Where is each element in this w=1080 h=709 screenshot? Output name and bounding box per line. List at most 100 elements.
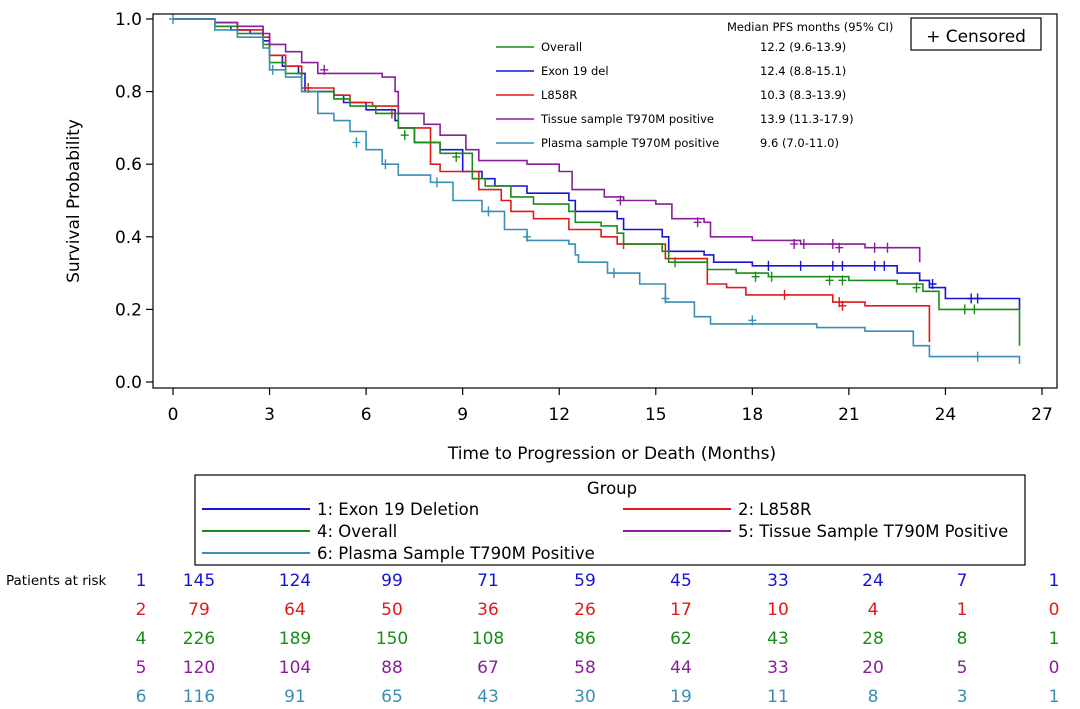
axes: 0 3 6 9 12 15 18 21 24 27 0.0 0.2 0.4 0.6 0.8 1.0 Time t… — [64, 10, 1058, 464]
censor-mark-4-6 — [838, 275, 847, 286]
risk-cell-2-3: 36 — [477, 600, 499, 620]
censor-mark-4-5 — [825, 275, 834, 286]
risk-group-5: 5 — [136, 658, 147, 678]
censor-mark-1-4 — [870, 260, 879, 271]
series-line-6 — [173, 18, 1021, 364]
y-tick-label-3: 0.6 — [115, 155, 142, 175]
risk-cell-5-4: 58 — [574, 658, 596, 678]
x-tick-label-3: 3 — [264, 405, 275, 425]
risk-cell-6-6: 11 — [767, 687, 789, 707]
risk-cell-2-4: 26 — [574, 600, 596, 620]
censor-mark-1-2 — [828, 260, 837, 271]
risk-cell-4-2: 150 — [376, 629, 408, 649]
censor-mark-1-0 — [764, 260, 773, 271]
risk-cell-1-6: 33 — [767, 571, 789, 591]
series-line-2 — [173, 18, 931, 343]
risk-cell-1-3: 71 — [477, 571, 499, 591]
censored-legend-box: + Censored — [910, 17, 1042, 51]
x-tick-label-9: 9 — [457, 405, 468, 425]
median-pfs-legend: Median PFS months (95% CI) Overall 12.2 (9… — [496, 20, 893, 150]
risk-cell-2-7: 4 — [868, 600, 879, 620]
censor-mark-2-3 — [780, 289, 789, 300]
inset-value-4: 9.6 (7.0-11.0) — [760, 136, 839, 150]
series-line-5 — [173, 18, 921, 263]
risk-cell-5-7: 20 — [862, 658, 884, 678]
risk-group-6: 6 — [136, 687, 147, 707]
censor-mark-5-6 — [835, 242, 844, 253]
risk-cell-1-1: 124 — [279, 571, 311, 591]
censor-mark-4-9 — [970, 304, 979, 315]
risk-cell-6-3: 43 — [477, 687, 499, 707]
censor-mark-5-2 — [693, 217, 702, 228]
risk-cell-6-7: 8 — [868, 687, 879, 707]
risk-cell-2-0: 79 — [188, 600, 210, 620]
risk-table: Patients at risk 1 145 124 99 71 59 45 33 24 7 12 79… — [6, 571, 1059, 707]
x-tick-label-12: 12 — [548, 405, 570, 425]
risk-cell-4-7: 28 — [862, 629, 884, 649]
censor-mark-6-1 — [268, 64, 277, 75]
risk-cell-1-5: 45 — [670, 571, 692, 591]
risk-cell-5-6: 33 — [767, 658, 789, 678]
inset-label-1: Exon 19 del — [541, 64, 609, 78]
y-tick-label-0: 0.0 — [115, 373, 142, 393]
group-label-2: 4: Overall — [317, 522, 397, 541]
risk-table-title: Patients at risk — [6, 573, 107, 589]
x-tick-label-27: 27 — [1031, 405, 1053, 425]
censor-mark-6-7 — [609, 268, 618, 279]
risk-group-1: 1 — [136, 571, 147, 591]
censor-mark-5-0 — [320, 64, 329, 75]
risk-cell-6-1: 91 — [284, 687, 306, 707]
inset-label-2: L858R — [541, 88, 577, 102]
y-tick-label-2: 0.4 — [115, 228, 142, 248]
risk-cell-4-5: 62 — [670, 629, 692, 649]
censor-mark-1-3 — [838, 260, 847, 271]
censor-mark-5-4 — [799, 239, 808, 250]
y-tick-label-5: 1.0 — [115, 10, 142, 30]
censor-mark-6-4 — [432, 177, 441, 188]
inset-label-0: Overall — [541, 40, 582, 54]
censor-mark-4-1 — [452, 151, 461, 162]
risk-cell-6-0: 116 — [183, 687, 215, 707]
censor-mark-1-5 — [880, 260, 889, 271]
risk-cell-1-0: 145 — [183, 571, 215, 591]
censor-mark-4-7 — [912, 282, 921, 293]
censor-mark-6-2 — [352, 137, 361, 148]
censored-legend-label: + Censored — [926, 27, 1026, 47]
risk-cell-1-2: 99 — [381, 571, 403, 591]
risk-cell-4-9: 1 — [1049, 629, 1060, 649]
censor-mark-1-6 — [928, 278, 937, 289]
risk-group-2: 2 — [136, 600, 147, 620]
censor-mark-4-2 — [671, 257, 680, 268]
risk-cell-2-2: 50 — [381, 600, 403, 620]
risk-cell-6-5: 19 — [670, 687, 692, 707]
y-axis-title: Survival Probability — [64, 119, 84, 283]
censor-mark-6-8 — [661, 293, 670, 304]
y-tick-label-1: 0.2 — [115, 300, 142, 320]
censor-mark-2-5 — [838, 300, 847, 311]
x-tick-label-24: 24 — [935, 405, 957, 425]
inset-label-4: Plasma sample T970M positive — [541, 136, 719, 150]
censor-mark-4-0 — [400, 130, 409, 141]
risk-cell-1-7: 24 — [862, 571, 884, 591]
group-label-4: 6: Plasma Sample T790M Positive — [317, 544, 595, 563]
censor-mark-5-5 — [828, 239, 837, 250]
inset-value-0: 12.2 (9.6-13.9) — [760, 40, 846, 54]
risk-cell-4-1: 189 — [279, 629, 311, 649]
risk-cell-4-8: 8 — [957, 629, 968, 649]
group-label-3: 5: Tissue Sample T790M Positive — [738, 522, 1008, 541]
risk-cell-6-8: 3 — [957, 687, 968, 707]
risk-cell-5-0: 120 — [183, 658, 215, 678]
y-tick-label-4: 0.8 — [115, 83, 142, 103]
inset-value-3: 13.9 (11.3-17.9) — [760, 112, 854, 126]
censor-mark-6-10 — [973, 351, 982, 362]
censor-mark-4-8 — [960, 304, 969, 315]
risk-cell-5-2: 88 — [381, 658, 403, 678]
x-tick-label-0: 0 — [168, 405, 179, 425]
inset-label-3: Tissue sample T970M positive — [540, 112, 714, 126]
risk-cell-6-4: 30 — [574, 687, 596, 707]
censor-mark-1-8 — [973, 293, 982, 304]
risk-cell-1-4: 59 — [574, 571, 596, 591]
risk-cell-2-9: 0 — [1049, 600, 1060, 620]
censor-mark-5-3 — [790, 239, 799, 250]
